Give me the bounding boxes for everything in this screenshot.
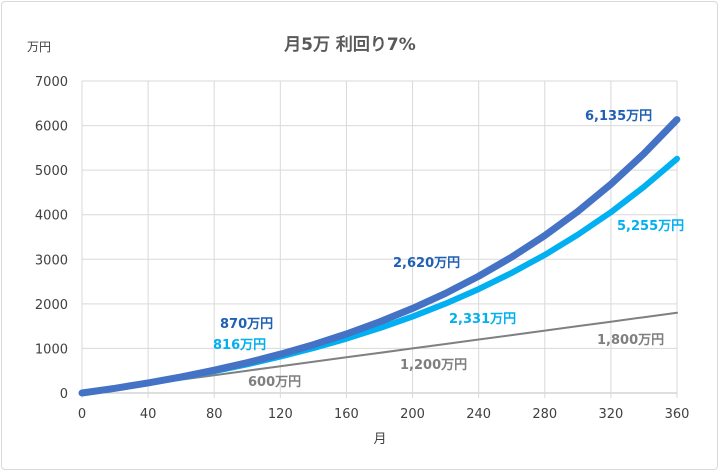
y-tick-label: 3000	[35, 253, 68, 268]
series-line-1	[79, 155, 680, 396]
data-label: 5,255万円	[617, 219, 684, 234]
x-tick-label: 240	[466, 407, 491, 422]
y-axis-label: 万円	[27, 40, 51, 54]
data-label: 816万円	[213, 338, 266, 353]
x-tick-label: 280	[532, 407, 557, 422]
data-label: 2,620万円	[393, 256, 460, 271]
y-tick-label: 1000	[35, 342, 68, 357]
data-label: 1,200万円	[400, 358, 467, 373]
x-axis-label: 月	[373, 432, 386, 447]
y-tick-label: 2000	[35, 298, 68, 313]
y-tick-label: 0	[60, 387, 68, 402]
x-tick-label: 120	[268, 407, 293, 422]
data-label: 2,331万円	[449, 312, 516, 327]
x-tick-label: 320	[598, 407, 623, 422]
chart-title: 月5万 利回り7%	[283, 34, 416, 55]
x-tick-label: 0	[78, 407, 86, 422]
x-tick-label: 200	[400, 407, 425, 422]
data-label: 870万円	[220, 317, 273, 332]
x-tick-label: 160	[334, 407, 359, 422]
y-tick-label: 5000	[35, 164, 68, 179]
data-label: 1,800万円	[597, 333, 664, 348]
series-line-0	[78, 116, 681, 397]
y-tick-label: 4000	[35, 209, 68, 224]
y-tick-label: 7000	[35, 75, 68, 90]
x-tick-label: 40	[140, 407, 157, 422]
x-tick-label: 360	[665, 407, 690, 422]
data-label: 6,135万円	[585, 109, 652, 124]
x-tick-label: 80	[206, 407, 223, 422]
y-tick-label: 6000	[35, 120, 68, 135]
data-label: 600万円	[248, 375, 301, 390]
